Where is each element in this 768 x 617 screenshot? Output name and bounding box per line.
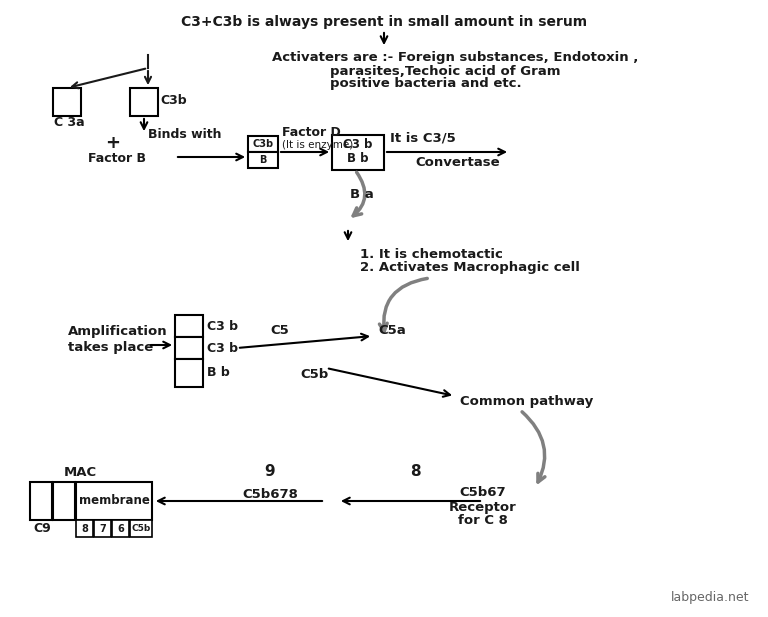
- Text: takes place: takes place: [68, 341, 154, 355]
- Text: It is C3/5: It is C3/5: [390, 131, 455, 144]
- Text: Receptor: Receptor: [449, 500, 517, 513]
- Bar: [175, 337, 203, 359]
- Text: 6: 6: [118, 523, 124, 534]
- Bar: [53, 482, 75, 520]
- Bar: [112, 520, 129, 537]
- Text: 8: 8: [81, 523, 88, 534]
- Bar: [130, 520, 152, 537]
- Text: membrane: membrane: [78, 494, 150, 508]
- Text: 1. It is chemotactic: 1. It is chemotactic: [360, 247, 503, 260]
- Text: Factor B: Factor B: [88, 152, 146, 165]
- Text: C5b678: C5b678: [242, 489, 298, 502]
- Text: C3+C3b is always present in small amount in serum: C3+C3b is always present in small amount…: [181, 15, 587, 29]
- Text: C3b: C3b: [160, 94, 187, 107]
- Text: parasites,Techoic acid of Gram: parasites,Techoic acid of Gram: [330, 65, 561, 78]
- Text: 9: 9: [265, 465, 275, 479]
- Bar: [248, 136, 278, 152]
- Text: Binds with: Binds with: [148, 128, 221, 141]
- Text: (It is enzyme): (It is enzyme): [282, 140, 353, 150]
- Bar: [76, 482, 152, 520]
- Text: Factor D: Factor D: [282, 126, 341, 139]
- Text: C5b67: C5b67: [460, 486, 506, 499]
- Text: C 3a: C 3a: [54, 115, 84, 128]
- Bar: [53, 88, 81, 116]
- Text: B b: B b: [347, 152, 369, 165]
- Text: labpedia.net: labpedia.net: [670, 592, 750, 605]
- Text: MAC: MAC: [64, 465, 97, 479]
- Text: for C 8: for C 8: [458, 515, 508, 528]
- Bar: [76, 520, 93, 537]
- Bar: [248, 152, 278, 168]
- Text: C5a: C5a: [378, 323, 406, 336]
- Text: C3 b: C3 b: [207, 320, 238, 333]
- Text: B b: B b: [207, 366, 230, 379]
- Text: Activaters are :- Foreign substances, Endotoxin ,: Activaters are :- Foreign substances, En…: [272, 51, 638, 65]
- Text: C3 b: C3 b: [343, 138, 372, 152]
- Bar: [94, 520, 111, 537]
- Text: C5: C5: [270, 323, 289, 336]
- Text: 7: 7: [99, 523, 106, 534]
- Text: +: +: [105, 134, 121, 152]
- Text: B: B: [260, 155, 266, 165]
- Bar: [130, 88, 158, 116]
- Text: Amplification: Amplification: [68, 326, 167, 339]
- Text: 8: 8: [409, 465, 420, 479]
- Text: Common pathway: Common pathway: [460, 395, 593, 408]
- Text: C5b: C5b: [131, 524, 151, 533]
- Bar: [175, 315, 203, 337]
- Bar: [175, 359, 203, 387]
- Text: C3 b: C3 b: [207, 341, 238, 355]
- Bar: [332, 135, 384, 170]
- Text: positive bacteria and etc.: positive bacteria and etc.: [330, 78, 521, 91]
- Text: C3b: C3b: [253, 139, 273, 149]
- Text: Convertase: Convertase: [415, 157, 500, 170]
- Text: C5b: C5b: [300, 368, 328, 381]
- Text: C9: C9: [33, 521, 51, 534]
- Text: 2. Activates Macrophagic cell: 2. Activates Macrophagic cell: [360, 262, 580, 275]
- Bar: [30, 482, 52, 520]
- Text: B a: B a: [350, 188, 374, 201]
